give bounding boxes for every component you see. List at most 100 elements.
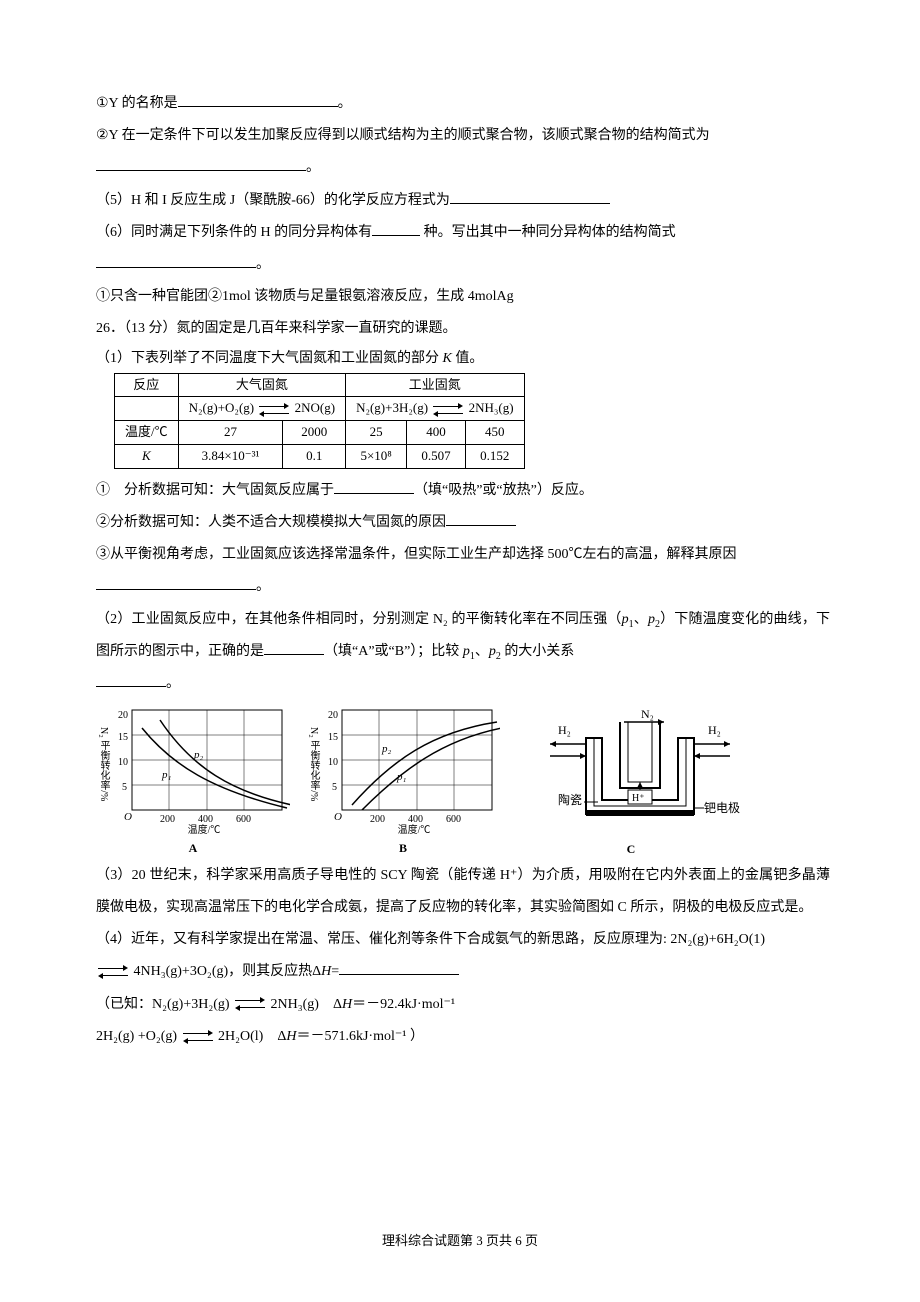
var-K: K <box>142 448 151 463</box>
var-H: H <box>286 1029 296 1044</box>
equilibrium-arrow-icon <box>96 966 130 978</box>
fig-label-a: A <box>96 840 290 857</box>
curve-label-p1: p₁ <box>161 769 172 781</box>
blank <box>178 92 338 107</box>
table-row: N₂(g)+O₂(g) 2NO(g) N₂(g)+3H₂(g) 2NH₃(g) <box>115 397 525 421</box>
q25-5: （5）H 和 I 反应生成 J（聚酰胺-66）的化学反应方程式为 <box>96 185 830 217</box>
ytick: 10 <box>328 757 338 768</box>
text: 。 <box>256 257 270 272</box>
blank <box>372 221 420 236</box>
table-row: K 3.84×10⁻³¹ 0.1 5×10⁸ 0.507 0.152 <box>115 445 525 469</box>
text: 2NH₃(g) Δ <box>267 997 342 1012</box>
q26-1-2: ②分析数据可知：人类不适合大规模模拟大气固氮的原因 <box>96 507 830 539</box>
q25-4-2: ②Y 在一定条件下可以发生加聚反应得到以顺式结构为主的顺式聚合物，该顺式聚合物的… <box>96 120 830 152</box>
blank <box>339 960 459 975</box>
device-c: N₂ H₂ H₂ <box>516 704 746 858</box>
eq-left: N₂(g)+O₂(g) <box>189 400 255 415</box>
th-atm: 大气固氮 <box>178 373 345 397</box>
cell: 27 <box>178 421 283 445</box>
footer-text: 理科综合试题第 3 页共 6 页 <box>382 1233 538 1248</box>
chart-a: N₂ 平衡转化率/% p₁ p₂ 20 <box>96 704 290 857</box>
q26-2: （2）工业固氮反应中，在其他条件相同时，分别测定 N₂ 的平衡转化率在不同压强（… <box>96 604 830 668</box>
label-h2-l: H₂ <box>558 723 571 737</box>
var-H: H <box>342 997 352 1012</box>
text: ① 分析数据可知：大气固氮反应属于 <box>96 483 334 498</box>
q25-6: （6）同时满足下列条件的 H 的同分异构体有 种。写出其中一种同分异构体的结构简… <box>96 217 830 249</box>
text: 、 <box>634 612 648 627</box>
blank <box>264 640 324 655</box>
blank <box>96 253 256 268</box>
text: 2H₂O(l) Δ <box>215 1029 287 1044</box>
ytick: 5 <box>122 782 127 793</box>
q25-6-cond: ①只含一种官能团②1mol 该物质与足量银氨溶液反应，生成 4molAg <box>96 281 830 313</box>
blank <box>96 575 256 590</box>
label-n2: N₂ <box>641 707 654 721</box>
eq-left: N₂(g)+3H₂(g) <box>356 400 428 415</box>
q26-1-3-blank: 。 <box>96 571 830 603</box>
text: 4NH₃(g)+3O₂(g)，则其反应热Δ <box>134 964 322 979</box>
text: 。 <box>306 160 320 175</box>
q26-1-3: ③从平衡视角考虑，工业固氮应该选择常温条件，但实际工业生产却选择 500℃左右的… <box>96 539 830 571</box>
text: ②分析数据可知：人类不适合大规模模拟大气固氮的原因 <box>96 515 446 530</box>
text: （填“A”或“B”）；比较 <box>324 644 463 659</box>
cell: 2000 <box>283 421 346 445</box>
text: （4）近年，又有科学家提出在常温、常压、催化剂等条件下合成氨气的新思路，反应原理… <box>96 932 765 947</box>
xtick: 600 <box>446 814 461 824</box>
q26-title: 26．（13 分）氮的固定是几百年来科学家一直研究的课题。 <box>96 313 830 345</box>
cell: 5×10⁸ <box>346 445 407 469</box>
text: （2）工业固氮反应中，在其他条件相同时，分别测定 N₂ 的平衡转化率在不同压强（ <box>96 612 622 627</box>
cell-eq-atm: N₂(g)+O₂(g) 2NO(g) <box>178 397 345 421</box>
curve-p2 <box>160 720 290 805</box>
text: = <box>331 964 339 979</box>
blank <box>96 672 166 687</box>
text: 值。 <box>452 351 484 366</box>
text: 、 <box>475 644 489 659</box>
equilibrium-arrow-icon <box>233 998 267 1010</box>
xtick: 400 <box>408 814 423 824</box>
q25-4-2-blank: 。 <box>96 152 830 184</box>
text: ②Y 在一定条件下可以发生加聚反应得到以顺式结构为主的顺式聚合物，该顺式聚合物的… <box>96 128 710 143</box>
cell-K-label: K <box>115 445 179 469</box>
origin: O <box>334 811 342 823</box>
text: ①Y 的名称是 <box>96 96 178 111</box>
text: （3）20 世纪末，科学家采用高质子导电性的 SCY 陶瓷（能传递 H⁺）为介质… <box>96 868 830 915</box>
text: （已知：N₂(g)+3H₂(g) <box>96 997 233 1012</box>
curve-label-p2: p₂ <box>381 743 392 755</box>
cell-temp-label: 温度/℃ <box>115 421 179 445</box>
var-p1: p <box>463 644 470 659</box>
equilibrium-arrow-icon <box>257 404 291 416</box>
cell: 0.1 <box>283 445 346 469</box>
text: 。 <box>338 96 352 111</box>
page-footer: 理科综合试题第 3 页共 6 页 <box>0 1232 920 1250</box>
ytick: 20 <box>118 710 128 721</box>
equilibrium-arrow-icon <box>181 1031 215 1043</box>
curve-label-p2: p₂ <box>193 749 204 761</box>
q26-4: （4）近年，又有科学家提出在常温、常压、催化剂等条件下合成氨气的新思路，反应原理… <box>96 924 830 956</box>
ytick: 15 <box>328 732 338 743</box>
text: （6）同时满足下列条件的 H 的同分异构体有 <box>96 225 372 240</box>
xtick: 200 <box>160 814 175 824</box>
label-hplus: H⁺ <box>632 793 645 804</box>
blank <box>334 479 414 494</box>
exam-page: ①Y 的名称是。 ②Y 在一定条件下可以发生加聚反应得到以顺式结构为主的顺式聚合… <box>0 0 920 1302</box>
y-axis-label: N₂ 平衡转化率/% <box>96 727 110 801</box>
var-H: H <box>321 964 331 979</box>
text: ＝－571.6kJ·mol⁻¹ ） <box>296 1029 423 1044</box>
cell: 400 <box>407 421 466 445</box>
text: 的大小关系 <box>501 644 575 659</box>
th-reaction: 反应 <box>115 373 179 397</box>
text: 26．（13 分）氮的固定是几百年来科学家一直研究的课题。 <box>96 321 457 336</box>
text: 种。写出其中一种同分异构体的结构简式 <box>420 225 676 240</box>
equilibrium-arrow-icon <box>431 404 465 416</box>
cell-empty <box>115 397 179 421</box>
cell: 3.84×10⁻³¹ <box>178 445 283 469</box>
origin: O <box>124 811 132 823</box>
xtick: 600 <box>236 814 251 824</box>
ytick: 15 <box>118 732 128 743</box>
device-c-svg: N₂ H₂ H₂ <box>516 704 746 842</box>
q26-2-blank: 。 <box>96 668 830 700</box>
text: ＝－92.4kJ·mol⁻¹ <box>352 997 455 1012</box>
text: ①只含一种官能团②1mol 该物质与足量银氨溶液反应，生成 4molAg <box>96 289 514 304</box>
var-p1: p <box>622 612 629 627</box>
y-axis-label: N₂ 平衡转化率/% <box>306 727 320 801</box>
